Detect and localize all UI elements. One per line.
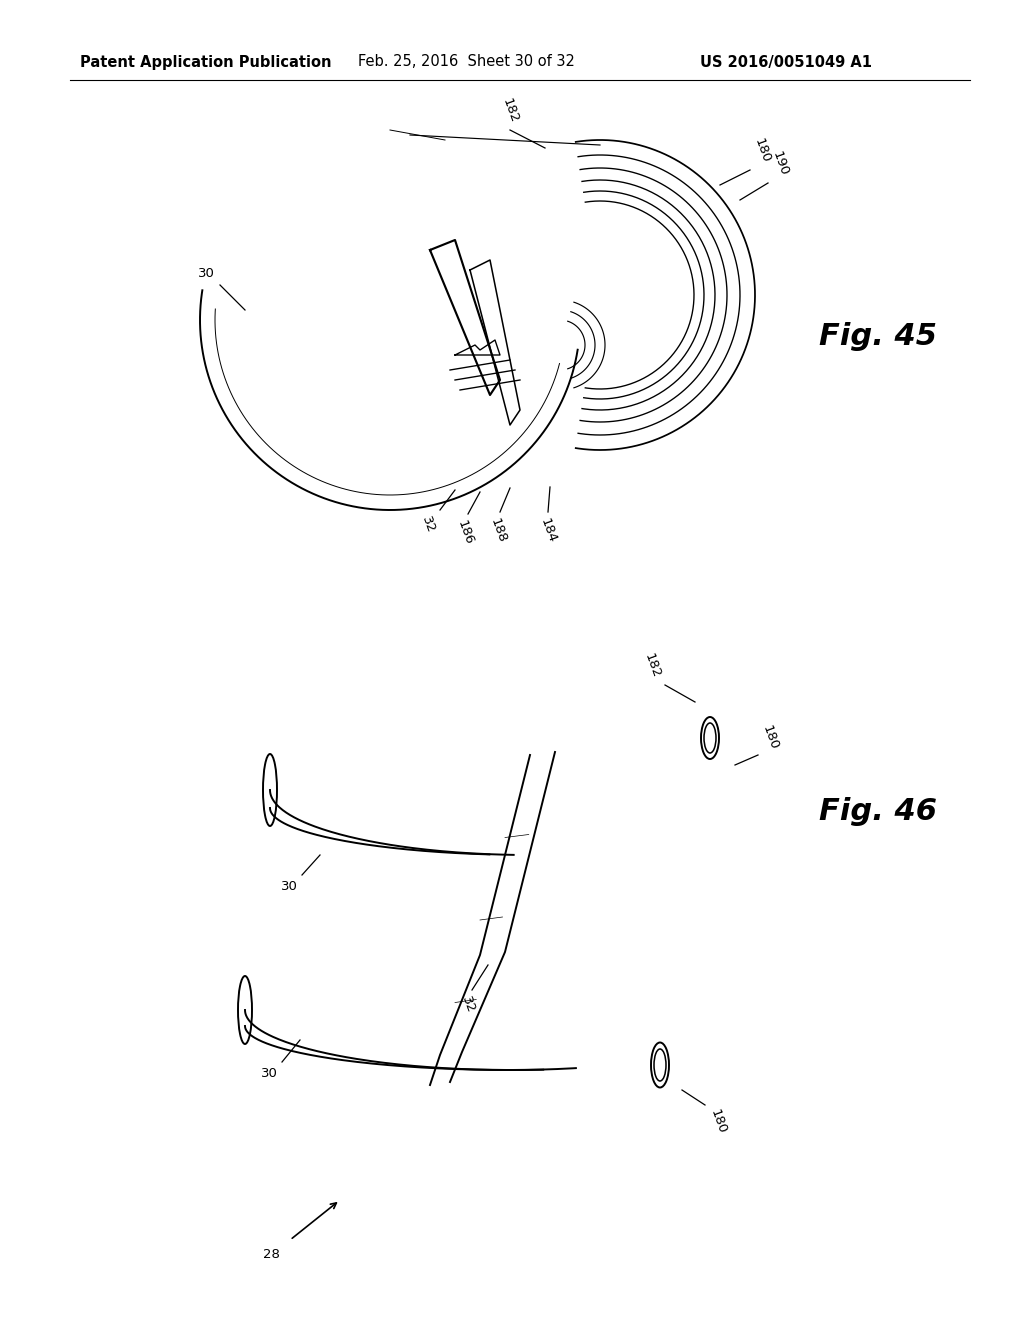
- Text: 180: 180: [760, 723, 781, 752]
- Text: 32: 32: [459, 995, 477, 1015]
- Text: 32: 32: [419, 515, 437, 536]
- Text: 30: 30: [261, 1067, 278, 1080]
- Text: 186: 186: [455, 519, 475, 548]
- Text: 28: 28: [263, 1247, 280, 1261]
- Text: Fig. 45: Fig. 45: [819, 322, 937, 351]
- Text: 180: 180: [708, 1107, 729, 1137]
- Text: Feb. 25, 2016  Sheet 30 of 32: Feb. 25, 2016 Sheet 30 of 32: [358, 54, 574, 70]
- Text: Fig. 46: Fig. 46: [819, 797, 937, 826]
- Text: 190: 190: [770, 150, 791, 178]
- Text: US 2016/0051049 A1: US 2016/0051049 A1: [700, 54, 872, 70]
- Text: 180: 180: [752, 137, 773, 165]
- Text: 188: 188: [487, 517, 509, 545]
- Text: 182: 182: [642, 652, 663, 680]
- Text: 184: 184: [538, 517, 558, 545]
- Text: Patent Application Publication: Patent Application Publication: [80, 54, 332, 70]
- Text: 182: 182: [500, 96, 520, 125]
- Text: 30: 30: [198, 267, 215, 280]
- Text: 30: 30: [282, 880, 298, 894]
